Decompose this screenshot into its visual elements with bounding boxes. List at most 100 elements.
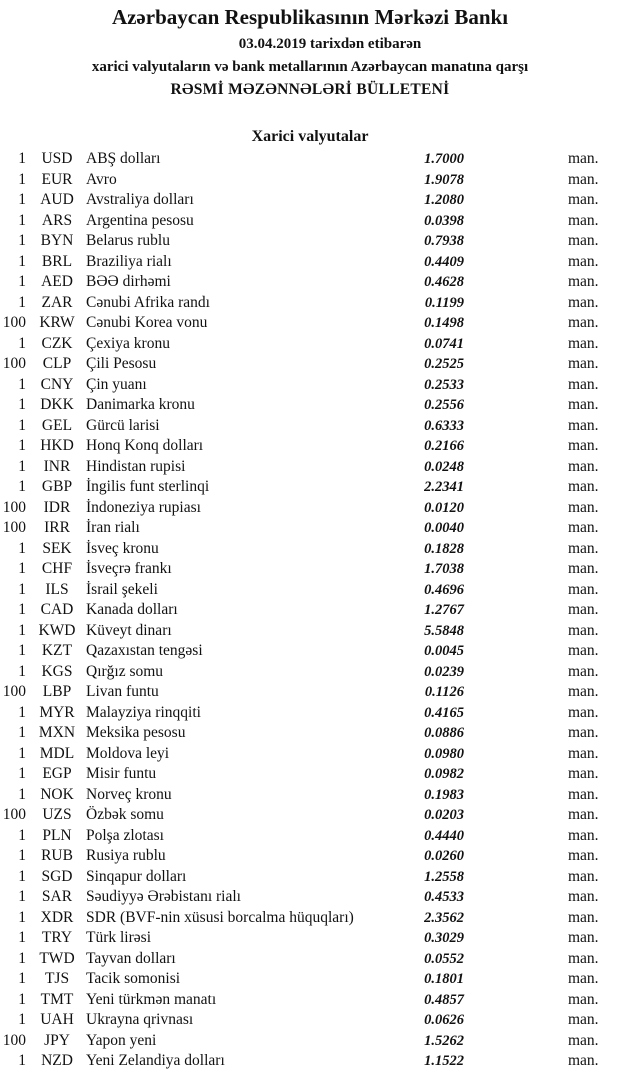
unit-cell: man. — [568, 1011, 599, 1028]
unit-cell: man. — [568, 375, 599, 393]
rate-cell: 0.0626 — [424, 1012, 464, 1028]
name-cell: Norveç kronu — [86, 785, 172, 803]
unit-cell: man. — [568, 826, 599, 844]
table-row: 1 CAD Kanada dolları 1.2767 man. — [0, 600, 620, 621]
name-cell: Özbək somu — [86, 806, 164, 823]
name-cell: Moldova leyi — [86, 744, 170, 762]
amount-cell: 1 — [18, 601, 26, 618]
amount-cell: 1 — [18, 191, 26, 208]
amount-cell: 1 — [18, 150, 26, 167]
rate-cell: 0.4857 — [424, 991, 464, 1008]
unit-cell: man. — [568, 150, 599, 167]
amount-cell: 1 — [18, 211, 26, 229]
unit-cell: man. — [568, 621, 599, 639]
rate-cell: 1.2767 — [424, 602, 464, 618]
code-cell: TWD — [39, 949, 75, 967]
rate-cell: 0.0239 — [424, 663, 464, 680]
rate-cell: 1.7000 — [424, 151, 464, 167]
code-cell: ZAR — [41, 293, 73, 311]
unit-cell: man. — [568, 293, 599, 311]
unit-cell: man. — [568, 457, 599, 475]
table-row: 100 IRR İran rialı 0.0040 man. — [0, 518, 620, 539]
table-row: 1 TJS Tacik somonisi 0.1801 man. — [0, 969, 620, 990]
unit-cell: man. — [568, 437, 599, 454]
rate-cell: 0.2525 — [424, 356, 464, 372]
amount-cell: 1 — [18, 560, 26, 577]
unit-cell: man. — [568, 416, 599, 434]
name-cell: Meksika pesosu — [86, 724, 186, 741]
unit-cell: man. — [568, 1052, 599, 1069]
amount-cell: 1 — [18, 396, 26, 413]
unit-cell: man. — [568, 498, 599, 516]
name-cell: Tacik somonisi — [86, 970, 181, 987]
unit-cell: man. — [568, 744, 599, 762]
rate-cell: 0.0741 — [424, 335, 464, 352]
table-row: 100 KRW Cənubi Korea vonu 0.1498 man. — [0, 313, 620, 334]
code-cell: CAD — [40, 601, 74, 618]
table-row: 100 LBP Livan funtu 0.1126 man. — [0, 682, 620, 703]
table-row: 1 NOK Norveç kronu 0.1983 man. — [0, 785, 620, 806]
amount-cell: 1 — [18, 273, 26, 290]
rate-cell: 1.2558 — [424, 868, 464, 885]
code-cell: ARS — [41, 211, 73, 229]
name-cell: Sinqapur dolları — [86, 867, 187, 885]
name-cell: Türk lirəsi — [86, 929, 151, 946]
rate-cell: 0.1801 — [424, 971, 464, 987]
unit-cell: man. — [568, 642, 599, 659]
rate-cell: 1.9078 — [424, 171, 464, 188]
table-row: 1 SAR Səudiyyə Ərəbistanı rialı 0.4533 man. — [0, 887, 620, 908]
rate-cell: 2.2341 — [424, 479, 464, 495]
code-cell: SEK — [42, 539, 72, 557]
table-row: 1 AUD Avstraliya dolları 1.2080 man. — [0, 190, 620, 211]
code-cell: UZS — [42, 806, 72, 823]
amount-cell: 1 — [18, 867, 26, 885]
amount-cell: 1 — [18, 970, 26, 987]
name-cell: Küveyt dinarı — [86, 621, 172, 639]
unit-cell: man. — [568, 478, 599, 495]
table-row: 1 ARS Argentina pesosu 0.0398 man. — [0, 211, 620, 232]
rate-cell: 1.5262 — [424, 1032, 464, 1049]
amount-cell: 1 — [18, 847, 26, 864]
unit-cell: man. — [568, 949, 599, 967]
table-row: 1 CZK Çexiya kronu 0.0741 man. — [0, 334, 620, 355]
table-row: 1 NZD Yeni Zelandiya dolları 1.1522 man. — [0, 1051, 620, 1072]
rate-cell: 0.1498 — [424, 315, 464, 331]
amount-cell: 1 — [18, 457, 26, 475]
rate-cell: 1.7038 — [424, 561, 464, 577]
rate-cell: 0.2556 — [424, 397, 464, 413]
code-cell: CLP — [42, 355, 72, 372]
rate-cell: 0.0886 — [424, 725, 464, 741]
rate-cell: 0.4628 — [424, 274, 464, 290]
unit-cell: man. — [568, 519, 599, 536]
code-cell: TMT — [40, 990, 74, 1008]
table-row: 100 JPY Yapon yeni 1.5262 man. — [0, 1031, 620, 1052]
table-row: 1 XDR SDR (BVF-nin xüsusi borcalma hüquqla… — [0, 908, 620, 929]
table-row: 1 EGP Misir funtu 0.0982 man. — [0, 764, 620, 785]
name-cell: BƏƏ dirhəmi — [86, 273, 171, 290]
table-row: 1 TWD Tayvan dolları 0.0552 man. — [0, 949, 620, 970]
code-cell: JPY — [44, 1031, 70, 1049]
amount-cell: 1 — [18, 437, 26, 454]
amount-cell: 100 — [2, 314, 26, 331]
table-row: 1 KWD Küveyt dinarı 5.5848 man. — [0, 621, 620, 642]
code-cell: MYR — [39, 703, 75, 721]
name-cell: Cənubi Afrika randı — [86, 293, 210, 311]
code-cell: HKD — [40, 437, 74, 454]
code-cell: AED — [41, 273, 73, 290]
amount-cell: 1 — [18, 826, 26, 844]
amount-cell: 100 — [2, 355, 26, 372]
unit-cell: man. — [568, 970, 599, 987]
rate-cell: 0.2533 — [424, 376, 464, 393]
name-cell: Polşa zlotası — [86, 826, 164, 844]
name-cell: Misir funtu — [86, 765, 157, 782]
code-cell: INR — [43, 457, 71, 475]
amount-cell: 1 — [18, 908, 26, 926]
unit-cell: man. — [568, 908, 599, 926]
rate-cell: 0.4409 — [424, 253, 464, 270]
rate-cell: 1.2080 — [424, 192, 464, 208]
name-cell: Argentina pesosu — [86, 211, 194, 229]
amount-cell: 100 — [2, 498, 26, 516]
amount-cell: 1 — [18, 1052, 26, 1069]
subtitle: xarici valyutaların və bank metallarının… — [91, 59, 529, 75]
name-cell: Yeni Zelandiya dolları — [86, 1052, 225, 1069]
